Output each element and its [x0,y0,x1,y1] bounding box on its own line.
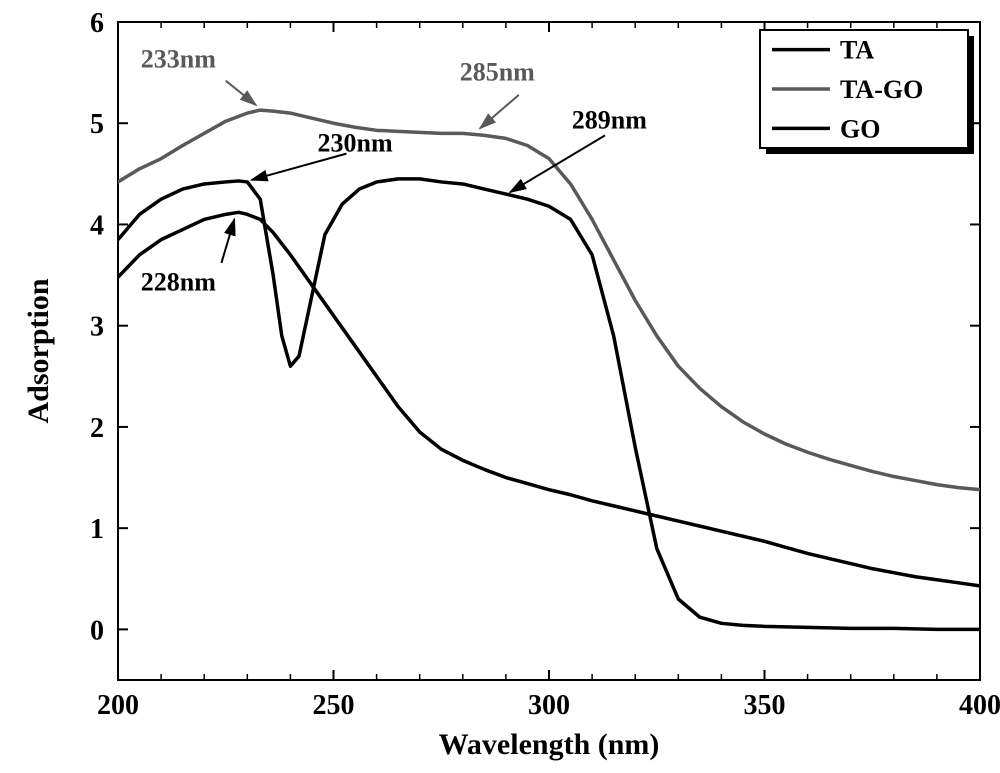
uv-vis-chart: 200 250 300 350 400 Wavelength (nm) 0 1 2 3 4 5 6 Ads… [0,0,1000,773]
annotation-label: 230nm [317,129,392,158]
annotation-label: 289nm [572,105,647,134]
y-tick-label: 5 [90,109,104,140]
annotation-arrow [221,219,234,263]
y-tick-label: 2 [90,413,104,444]
x-tick-label: 350 [744,690,786,721]
legend-item-go: GO [840,114,880,143]
annotation-arrow [480,95,519,128]
y-axis-label: Adsorption [22,278,55,423]
x-tick-label: 200 [97,690,139,721]
annotation-label: 285nm [460,58,535,87]
legend-item-ta: TA [840,36,874,65]
legend-item-ta-go: TA-GO [840,75,923,104]
annotation-arrow [226,81,256,105]
chart-svg: 200 250 300 350 400 Wavelength (nm) 0 1 2 3 4 5 6 Ads… [0,0,1000,773]
y-tick-label: 0 [90,615,104,646]
y-tick-label: 1 [90,514,104,545]
y-tick-label: 6 [90,8,104,39]
annotation-label: 228nm [141,267,216,296]
x-tick-label: 400 [959,690,1000,721]
series-go [118,212,980,586]
x-tick-label: 250 [313,690,355,721]
x-axis-label: Wavelength (nm) [439,728,660,761]
y-tick-label: 4 [90,210,104,241]
y-tick-label: 3 [90,312,104,343]
series-ta-go [118,110,980,490]
annotation-label: 233nm [141,45,216,74]
x-tick-label: 300 [528,690,570,721]
